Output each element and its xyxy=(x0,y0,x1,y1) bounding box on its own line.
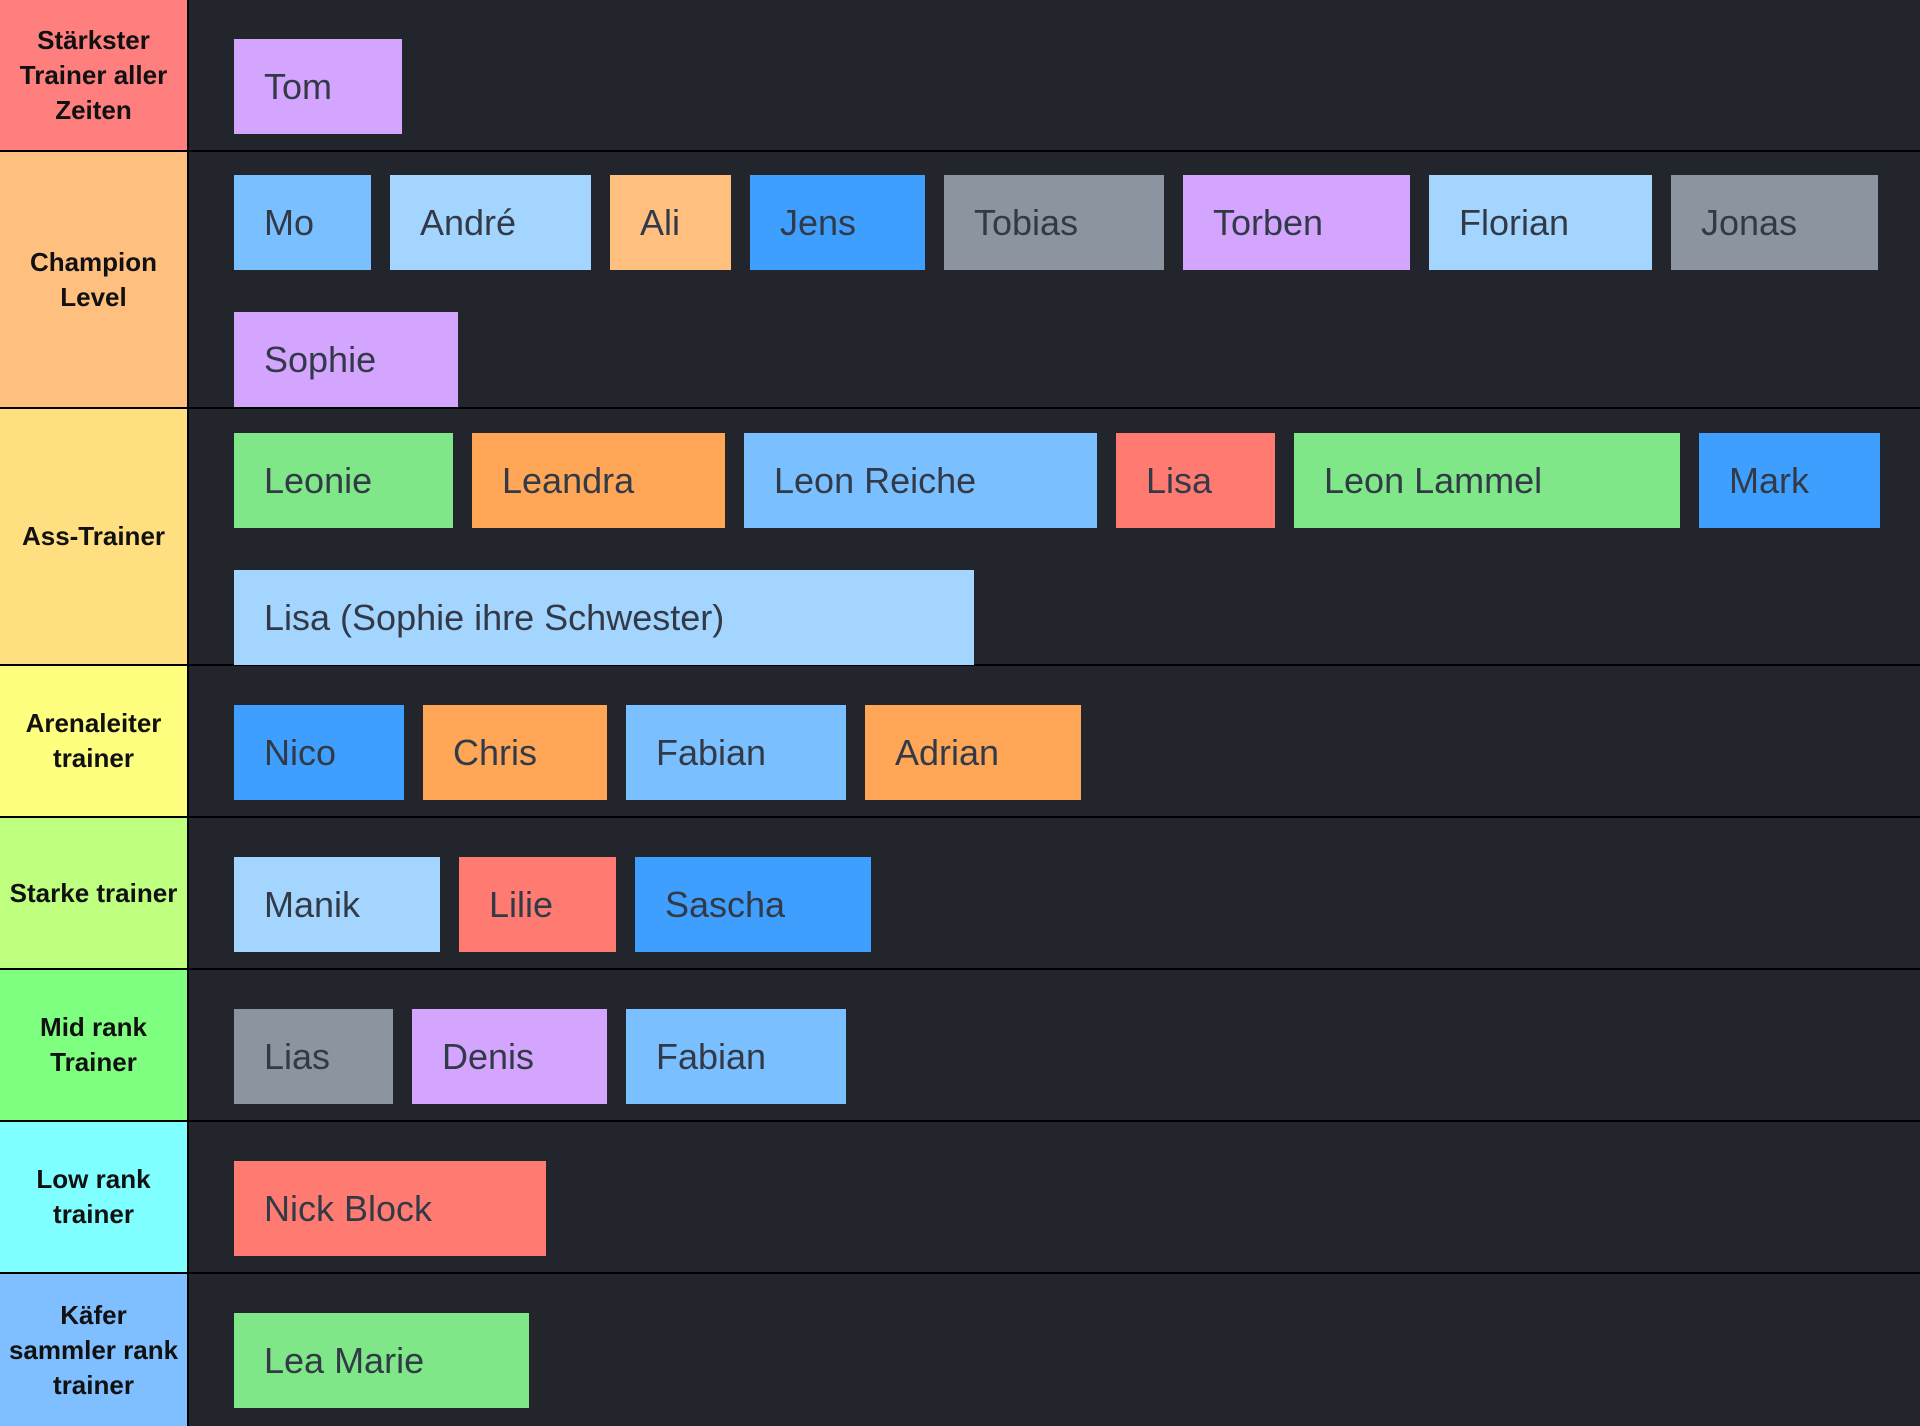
tier-label[interactable]: Arenaleiter trainer xyxy=(0,666,187,816)
tier-item[interactable]: Sascha xyxy=(635,857,871,952)
tier-item[interactable]: Lilie xyxy=(459,857,616,952)
tier-item[interactable]: Sophie xyxy=(234,312,458,407)
tier-item[interactable]: Jonas xyxy=(1671,175,1878,270)
tier-item[interactable]: Manik xyxy=(234,857,440,952)
tier-item[interactable]: Leandra xyxy=(472,433,725,528)
tier-items: Manik Lilie Sascha xyxy=(189,818,1920,968)
tier-item[interactable]: Nico xyxy=(234,705,404,800)
tier-items: Nick Block xyxy=(189,1122,1920,1272)
tier-item[interactable]: Lea Marie xyxy=(234,1313,529,1408)
tier-item[interactable]: Lisa (Sophie ihre Schwester) xyxy=(234,570,974,665)
tier-items: Tom xyxy=(189,0,1920,150)
tier-row: Starke trainer Manik Lilie Sascha xyxy=(0,818,1920,968)
tier-item[interactable]: Florian xyxy=(1429,175,1652,270)
tier-item[interactable]: Tom xyxy=(234,39,402,134)
tier-item[interactable]: Mo xyxy=(234,175,371,270)
tier-items: Lea Marie xyxy=(189,1274,1920,1426)
tier-item[interactable]: Leon Reiche xyxy=(744,433,1097,528)
tier-row: Stärkster Trainer aller Zeiten Tom xyxy=(0,0,1920,150)
tier-label[interactable]: Low rank trainer xyxy=(0,1122,187,1272)
tier-item[interactable]: André xyxy=(390,175,591,270)
tier-label[interactable]: Stärkster Trainer aller Zeiten xyxy=(0,0,187,150)
tier-row: Mid rank Trainer Lias Denis Fabian xyxy=(0,970,1920,1120)
tier-label[interactable]: Starke trainer xyxy=(0,818,187,968)
tier-item[interactable]: Fabian xyxy=(626,1009,846,1104)
tier-label[interactable]: Mid rank Trainer xyxy=(0,970,187,1120)
tier-item[interactable]: Denis xyxy=(412,1009,607,1104)
tier-row: Käfer sammler rank trainer Lea Marie xyxy=(0,1274,1920,1426)
tier-item[interactable]: Ali xyxy=(610,175,731,270)
tier-items: Lias Denis Fabian xyxy=(189,970,1920,1120)
tier-item[interactable]: Jens xyxy=(750,175,925,270)
tier-label[interactable]: Käfer sammler rank trainer xyxy=(0,1274,187,1426)
tier-item[interactable]: Chris xyxy=(423,705,607,800)
tier-row: Arenaleiter trainer Nico Chris Fabian Ad… xyxy=(0,666,1920,816)
tier-row: Champion Level Mo André Ali Jens Tobias … xyxy=(0,152,1920,407)
tier-item[interactable]: Lisa xyxy=(1116,433,1275,528)
tier-item[interactable]: Mark xyxy=(1699,433,1880,528)
tier-item[interactable]: Adrian xyxy=(865,705,1081,800)
tier-item[interactable]: Lias xyxy=(234,1009,393,1104)
tier-label[interactable]: Ass-Trainer xyxy=(0,409,187,664)
tier-item[interactable]: Fabian xyxy=(626,705,846,800)
tier-items: Leonie Leandra Leon Reiche Lisa Leon Lam… xyxy=(189,409,1920,665)
tier-item[interactable]: Nick Block xyxy=(234,1161,546,1256)
tier-items: Nico Chris Fabian Adrian xyxy=(189,666,1920,816)
tier-row: Low rank trainer Nick Block xyxy=(0,1122,1920,1272)
tier-item[interactable]: Tobias xyxy=(944,175,1164,270)
tier-label[interactable]: Champion Level xyxy=(0,152,187,407)
tier-item[interactable]: Leon Lammel xyxy=(1294,433,1680,528)
tier-row: Ass-Trainer Leonie Leandra Leon Reiche L… xyxy=(0,409,1920,665)
tier-item[interactable]: Leonie xyxy=(234,433,453,528)
tier-items: Mo André Ali Jens Tobias Torben Florian … xyxy=(189,152,1920,407)
tier-item[interactable]: Torben xyxy=(1183,175,1410,270)
